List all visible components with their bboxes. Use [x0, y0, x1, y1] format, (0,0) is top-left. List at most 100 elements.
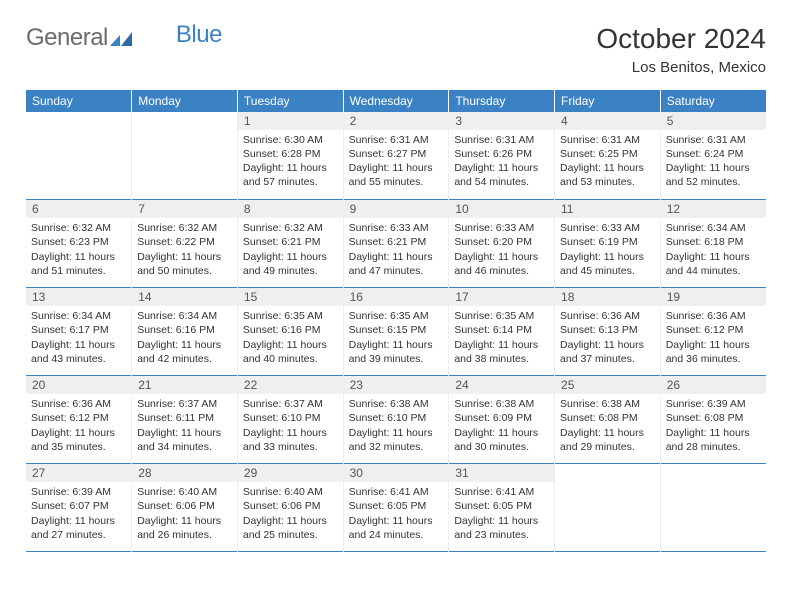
day-number: 3 [449, 112, 554, 130]
logo-word-2: Blue [176, 21, 222, 49]
day-details: Sunrise: 6:35 AMSunset: 6:16 PMDaylight:… [238, 306, 343, 370]
day-details: Sunrise: 6:37 AMSunset: 6:11 PMDaylight:… [132, 394, 237, 458]
calendar-cell: 31Sunrise: 6:41 AMSunset: 6:05 PMDayligh… [449, 464, 555, 552]
day-number: 23 [344, 376, 449, 394]
daylight-text: Daylight: 11 hours and 54 minutes. [454, 161, 549, 189]
daylight-text: Daylight: 11 hours and 33 minutes. [243, 426, 338, 454]
day-details: Sunrise: 6:37 AMSunset: 6:10 PMDaylight:… [238, 394, 343, 458]
day-number: 28 [132, 464, 237, 482]
daylight-text: Daylight: 11 hours and 51 minutes. [31, 250, 126, 278]
calendar-cell: 9Sunrise: 6:33 AMSunset: 6:21 PMDaylight… [343, 200, 449, 288]
day-number: 25 [555, 376, 660, 394]
day-number: 29 [238, 464, 343, 482]
sunrise-text: Sunrise: 6:39 AM [666, 397, 761, 411]
daylight-text: Daylight: 11 hours and 53 minutes. [560, 161, 655, 189]
day-header: Saturday [660, 90, 766, 112]
calendar-cell: 7Sunrise: 6:32 AMSunset: 6:22 PMDaylight… [132, 200, 238, 288]
sunrise-text: Sunrise: 6:38 AM [560, 397, 655, 411]
title-block: October 2024 Los Benitos, Mexico [596, 24, 766, 76]
day-details: Sunrise: 6:34 AMSunset: 6:18 PMDaylight:… [661, 218, 766, 282]
day-number-empty [555, 464, 660, 482]
sunset-text: Sunset: 6:13 PM [560, 323, 655, 337]
calendar-week-row: 6Sunrise: 6:32 AMSunset: 6:23 PMDaylight… [26, 200, 766, 288]
daylight-text: Daylight: 11 hours and 42 minutes. [137, 338, 232, 366]
day-header: Wednesday [343, 90, 449, 112]
day-details: Sunrise: 6:34 AMSunset: 6:17 PMDaylight:… [26, 306, 131, 370]
sunset-text: Sunset: 6:05 PM [454, 499, 549, 513]
sunrise-text: Sunrise: 6:34 AM [666, 221, 761, 235]
day-number: 27 [26, 464, 131, 482]
day-number: 10 [449, 200, 554, 218]
day-details: Sunrise: 6:33 AMSunset: 6:20 PMDaylight:… [449, 218, 554, 282]
sunset-text: Sunset: 6:28 PM [243, 147, 338, 161]
day-details: Sunrise: 6:36 AMSunset: 6:12 PMDaylight:… [661, 306, 766, 370]
sunrise-text: Sunrise: 6:32 AM [137, 221, 232, 235]
sunset-text: Sunset: 6:12 PM [666, 323, 761, 337]
day-header: Sunday [26, 90, 132, 112]
sunrise-text: Sunrise: 6:41 AM [454, 485, 549, 499]
calendar-cell: 5Sunrise: 6:31 AMSunset: 6:24 PMDaylight… [660, 112, 766, 200]
day-number: 22 [238, 376, 343, 394]
calendar-cell: 27Sunrise: 6:39 AMSunset: 6:07 PMDayligh… [26, 464, 132, 552]
sunrise-text: Sunrise: 6:33 AM [454, 221, 549, 235]
calendar-page: General Blue October 2024 Los Benitos, M… [0, 0, 792, 568]
sunset-text: Sunset: 6:15 PM [349, 323, 444, 337]
logo-word-1: General [26, 24, 108, 52]
day-details: Sunrise: 6:31 AMSunset: 6:27 PMDaylight:… [344, 130, 449, 194]
day-number: 5 [661, 112, 766, 130]
calendar-cell: 3Sunrise: 6:31 AMSunset: 6:26 PMDaylight… [449, 112, 555, 200]
calendar-week-row: 27Sunrise: 6:39 AMSunset: 6:07 PMDayligh… [26, 464, 766, 552]
daylight-text: Daylight: 11 hours and 57 minutes. [243, 161, 338, 189]
daylight-text: Daylight: 11 hours and 32 minutes. [349, 426, 444, 454]
day-header: Tuesday [237, 90, 343, 112]
calendar-cell: 4Sunrise: 6:31 AMSunset: 6:25 PMDaylight… [555, 112, 661, 200]
day-number: 6 [26, 200, 131, 218]
calendar-cell [555, 464, 661, 552]
daylight-text: Daylight: 11 hours and 44 minutes. [666, 250, 761, 278]
sunset-text: Sunset: 6:06 PM [243, 499, 338, 513]
sunset-text: Sunset: 6:10 PM [349, 411, 444, 425]
calendar-cell: 17Sunrise: 6:35 AMSunset: 6:14 PMDayligh… [449, 288, 555, 376]
day-number: 7 [132, 200, 237, 218]
day-number: 11 [555, 200, 660, 218]
day-details: Sunrise: 6:39 AMSunset: 6:08 PMDaylight:… [661, 394, 766, 458]
day-number: 19 [661, 288, 766, 306]
calendar-cell [132, 112, 238, 200]
daylight-text: Daylight: 11 hours and 50 minutes. [137, 250, 232, 278]
sunset-text: Sunset: 6:12 PM [31, 411, 126, 425]
sunrise-text: Sunrise: 6:40 AM [137, 485, 232, 499]
day-number: 24 [449, 376, 554, 394]
day-details: Sunrise: 6:34 AMSunset: 6:16 PMDaylight:… [132, 306, 237, 370]
day-details: Sunrise: 6:39 AMSunset: 6:07 PMDaylight:… [26, 482, 131, 546]
calendar-cell: 18Sunrise: 6:36 AMSunset: 6:13 PMDayligh… [555, 288, 661, 376]
calendar-cell: 24Sunrise: 6:38 AMSunset: 6:09 PMDayligh… [449, 376, 555, 464]
logo: General Blue [26, 24, 222, 52]
calendar-cell: 23Sunrise: 6:38 AMSunset: 6:10 PMDayligh… [343, 376, 449, 464]
calendar-cell: 13Sunrise: 6:34 AMSunset: 6:17 PMDayligh… [26, 288, 132, 376]
daylight-text: Daylight: 11 hours and 26 minutes. [137, 514, 232, 542]
daylight-text: Daylight: 11 hours and 39 minutes. [349, 338, 444, 366]
page-header: General Blue October 2024 Los Benitos, M… [26, 24, 766, 76]
day-header: Monday [132, 90, 238, 112]
calendar-cell: 22Sunrise: 6:37 AMSunset: 6:10 PMDayligh… [237, 376, 343, 464]
sunset-text: Sunset: 6:05 PM [349, 499, 444, 513]
day-details: Sunrise: 6:36 AMSunset: 6:12 PMDaylight:… [26, 394, 131, 458]
daylight-text: Daylight: 11 hours and 24 minutes. [349, 514, 444, 542]
sunset-text: Sunset: 6:17 PM [31, 323, 126, 337]
calendar-cell: 25Sunrise: 6:38 AMSunset: 6:08 PMDayligh… [555, 376, 661, 464]
sunrise-text: Sunrise: 6:31 AM [666, 133, 761, 147]
daylight-text: Daylight: 11 hours and 52 minutes. [666, 161, 761, 189]
sunset-text: Sunset: 6:16 PM [243, 323, 338, 337]
calendar-cell: 20Sunrise: 6:36 AMSunset: 6:12 PMDayligh… [26, 376, 132, 464]
sunrise-text: Sunrise: 6:40 AM [243, 485, 338, 499]
sunrise-text: Sunrise: 6:33 AM [560, 221, 655, 235]
sunrise-text: Sunrise: 6:32 AM [243, 221, 338, 235]
day-number: 15 [238, 288, 343, 306]
calendar-cell: 29Sunrise: 6:40 AMSunset: 6:06 PMDayligh… [237, 464, 343, 552]
daylight-text: Daylight: 11 hours and 29 minutes. [560, 426, 655, 454]
calendar-cell: 12Sunrise: 6:34 AMSunset: 6:18 PMDayligh… [660, 200, 766, 288]
sunset-text: Sunset: 6:18 PM [666, 235, 761, 249]
day-number: 17 [449, 288, 554, 306]
sunset-text: Sunset: 6:27 PM [349, 147, 444, 161]
day-details: Sunrise: 6:40 AMSunset: 6:06 PMDaylight:… [238, 482, 343, 546]
